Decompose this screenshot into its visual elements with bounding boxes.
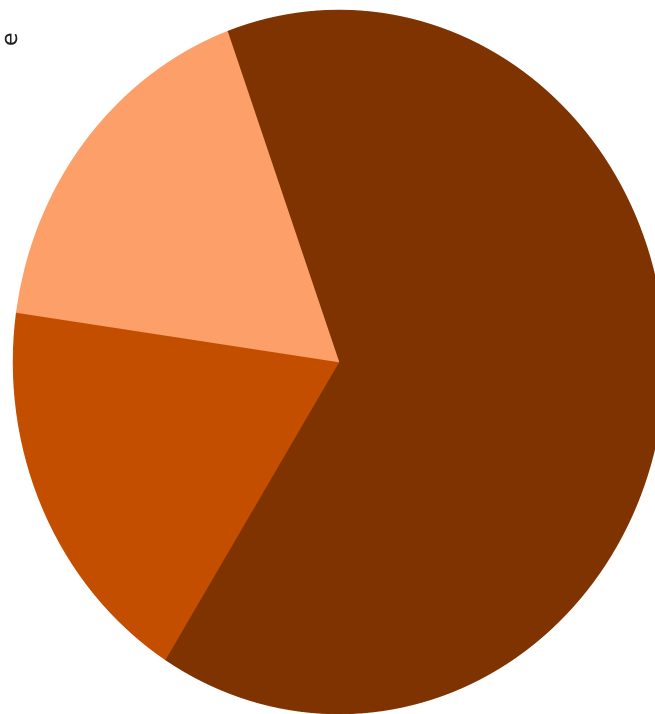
clipped-side-label-box: e — [0, 24, 22, 46]
pie-slice-1 — [164, 9, 655, 714]
pie-slice-3 — [15, 30, 340, 363]
pie-slice-2 — [12, 312, 340, 661]
clipped-side-label: e — [0, 32, 22, 46]
pie-slices — [12, 9, 655, 714]
